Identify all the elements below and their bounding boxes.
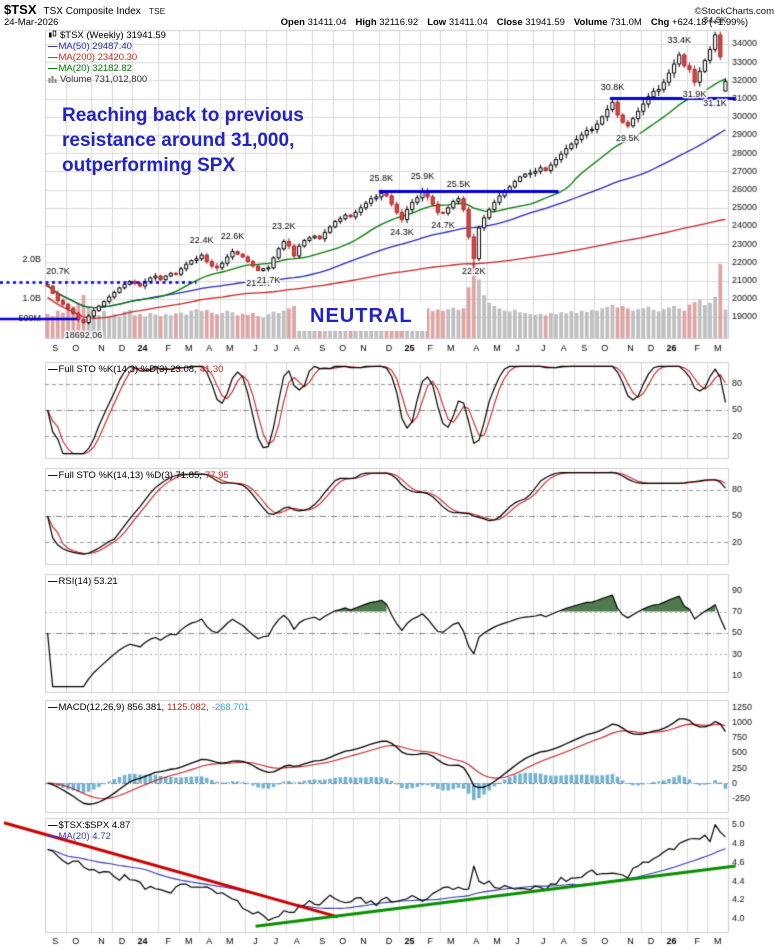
- ma200-line-icon: —: [48, 52, 57, 63]
- symbol: $TSX: [4, 2, 37, 17]
- close-stat: Close 31941.59: [496, 17, 565, 28]
- volume-stat: Volume 731.0M: [573, 17, 642, 28]
- volume-bars-icon: [48, 74, 57, 86]
- open-stat: Open 31411.04: [280, 17, 347, 28]
- high-stat: High 32116.92: [355, 17, 419, 28]
- quote-strip: Open 31411.04 High 32116.92 Low 31411.04…: [281, 17, 748, 28]
- sto-fast-line-icon: —: [48, 364, 57, 375]
- ma20-legend: — MA(20) 32182.82: [48, 63, 132, 74]
- low-stat: Low 31411.04: [427, 17, 488, 28]
- ratio-ma-line-icon: —: [48, 831, 57, 842]
- sto-slow-line-icon: —: [48, 470, 57, 481]
- sto-fast-legend: — Full STO %K(14,3) %D(3) 23.08, 41.30: [48, 364, 224, 375]
- exchange-label: TSE: [148, 6, 166, 16]
- stockcharts-credit: ©StockCharts.com: [694, 6, 774, 17]
- index-name: TSX Composite Index: [43, 6, 141, 17]
- rsi-line-icon: —: [48, 576, 57, 587]
- chart-date: 24-Mar-2026: [4, 17, 59, 28]
- ma50-legend: — MA(50) 29487.40: [48, 41, 132, 52]
- ratio-ma-legend: — MA(20) 4.72: [48, 831, 111, 842]
- macd-legend: — MACD(12,26,9) 856.381, 1125.082, -268.701: [48, 702, 250, 713]
- candlestick-icon: [48, 30, 57, 42]
- ratio-legend: — $TSX:$SPX 4.87 — MA(20) 4.72: [48, 820, 130, 842]
- ma20-line-icon: —: [48, 63, 57, 74]
- change-stat: Chg +624.18 (+1.99%): [650, 17, 748, 28]
- volume-legend: Volume 731,012,800: [48, 74, 166, 85]
- quote-row: 24-Mar-2026 Open 31411.04 High 32116.92 …: [4, 17, 748, 28]
- ma200-legend: — MA(200) 23420.30: [48, 52, 138, 63]
- neutral-badge: NEUTRAL: [296, 302, 427, 331]
- ratio-series-legend: — $TSX:$SPX 4.87: [48, 820, 131, 831]
- analyst-note: Reaching back to previous resistance aro…: [62, 105, 304, 176]
- header: $TSX TSX Composite Index TSE ©StockChart…: [4, 2, 774, 17]
- ma50-line-icon: —: [48, 41, 57, 52]
- main-series-label: $TSX (Weekly) 31941.59: [60, 30, 166, 41]
- macd-line-icon: —: [48, 702, 57, 713]
- rsi-legend: — RSI(14) 53.21: [48, 576, 118, 587]
- main-legend: $TSX (Weekly) 31941.59 — MA(50) 29487.40 …: [48, 30, 166, 85]
- ratio-line-icon: —: [48, 820, 57, 831]
- main-series-legend: $TSX (Weekly) 31941.59: [48, 30, 166, 41]
- sto-slow-legend: — Full STO %K(14,13) %D(3) 71.85, 77.95: [48, 470, 229, 481]
